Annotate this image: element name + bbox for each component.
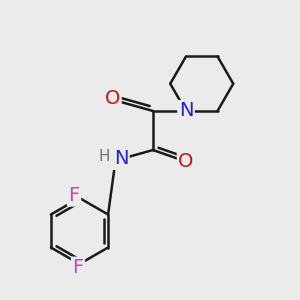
Text: N: N [114, 149, 128, 169]
Text: F: F [72, 258, 84, 277]
Text: O: O [105, 89, 120, 109]
Text: H: H [98, 149, 110, 164]
Text: O: O [178, 152, 194, 172]
Text: F: F [68, 186, 80, 205]
Text: N: N [179, 101, 193, 121]
